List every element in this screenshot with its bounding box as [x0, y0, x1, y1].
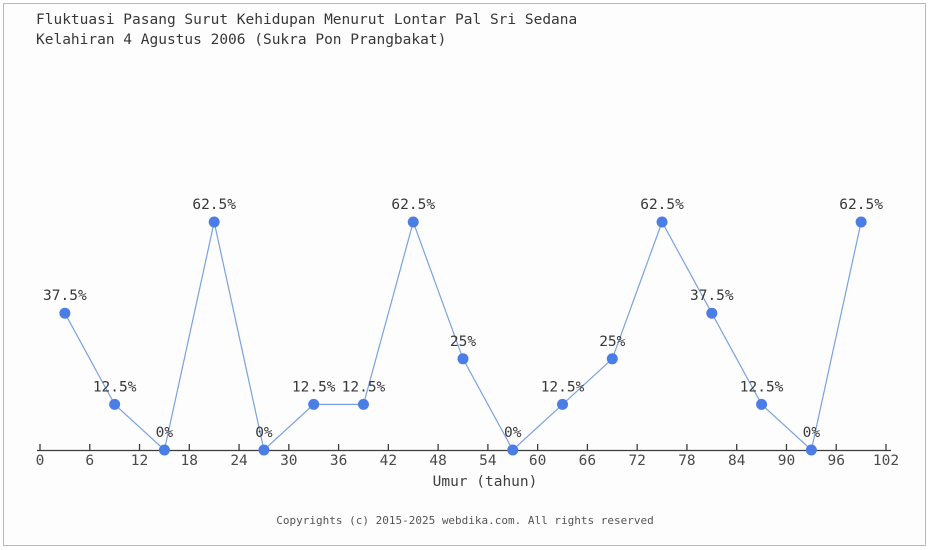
chart-title-line1: Fluktuasi Pasang Surut Kehidupan Menurut… — [36, 12, 578, 28]
chart-title-line2: Kelahiran 4 Agustus 2006 (Sukra Pon Pran… — [36, 32, 447, 48]
data-point — [59, 307, 71, 319]
x-tick-label: 12 — [131, 453, 148, 469]
data-point-label: 0% — [803, 425, 821, 441]
data-point — [507, 444, 519, 456]
data-point — [756, 398, 768, 410]
data-point-label: 12.5% — [93, 379, 137, 395]
data-point-label: 0% — [255, 425, 273, 441]
data-point — [208, 216, 220, 228]
data-point-label: 12.5% — [541, 379, 585, 395]
data-point — [158, 444, 170, 456]
data-point — [357, 398, 369, 410]
data-point — [258, 444, 270, 456]
data-point-label: 12.5% — [292, 379, 336, 395]
x-tick-label: 18 — [181, 453, 198, 469]
data-point — [407, 216, 419, 228]
x-tick-label: 30 — [280, 453, 297, 469]
x-tick-label: 0 — [36, 453, 45, 469]
data-point-label: 12.5% — [740, 379, 784, 395]
data-point-label: 62.5% — [391, 197, 435, 213]
data-point-label: 25% — [450, 334, 476, 350]
x-tick-label: 102 — [873, 453, 899, 469]
data-point-label: 0% — [156, 425, 174, 441]
data-point — [656, 216, 668, 228]
x-tick-label: 60 — [529, 453, 546, 469]
x-tick-label: 66 — [579, 453, 596, 469]
x-tick-label: 6 — [85, 453, 94, 469]
x-tick-label: 54 — [479, 453, 497, 469]
x-tick-label: 36 — [330, 453, 347, 469]
x-axis-title: Umur (tahun) — [432, 474, 538, 490]
data-point-label: 37.5% — [690, 288, 734, 304]
page-border-frame — [3, 3, 926, 546]
data-point — [606, 353, 618, 365]
data-point-label: 62.5% — [192, 197, 236, 213]
data-point-label: 37.5% — [43, 288, 87, 304]
x-tick-label: 72 — [628, 453, 645, 469]
x-tick-label: 84 — [728, 453, 746, 469]
data-point — [109, 398, 121, 410]
data-point — [855, 216, 867, 228]
data-point-label: 25% — [599, 334, 625, 350]
data-point — [805, 444, 817, 456]
data-point — [457, 353, 469, 365]
chart-title: Fluktuasi Pasang Surut Kehidupan Menurut… — [36, 10, 577, 50]
x-tick-label: 24 — [230, 453, 248, 469]
x-tick-label: 78 — [678, 453, 695, 469]
x-tick-label: 48 — [429, 453, 446, 469]
data-point-label: 0% — [504, 425, 522, 441]
copyright-text: Copyrights (c) 2015-2025 webdika.com. Al… — [276, 514, 654, 527]
data-point-label: 62.5% — [839, 197, 883, 213]
data-point — [706, 307, 718, 319]
data-point-label: 62.5% — [640, 197, 684, 213]
x-tick-label: 90 — [778, 453, 795, 469]
data-point — [308, 398, 320, 410]
x-tick-label: 42 — [380, 453, 397, 469]
x-tick-label: 96 — [828, 453, 845, 469]
data-point — [557, 398, 569, 410]
data-point-label: 12.5% — [342, 379, 386, 395]
